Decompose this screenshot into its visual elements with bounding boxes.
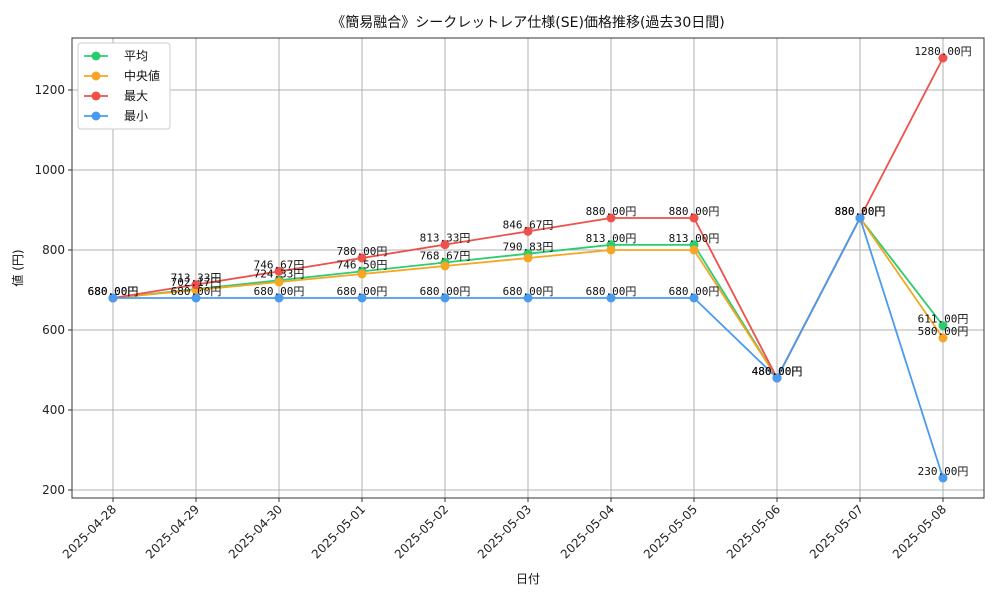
data-label-平均: 724.33円	[254, 267, 305, 280]
data-label-平均: 746.50円	[337, 258, 388, 271]
legend-marker	[91, 91, 101, 101]
data-label-平均: 813.00円	[669, 232, 720, 245]
legend-box	[77, 42, 171, 130]
data-point-最大	[606, 213, 616, 223]
data-point-最小	[689, 293, 699, 303]
y-axis-title: 値 (円)	[10, 249, 25, 286]
data-label-最小: 680.00円	[171, 285, 222, 298]
y-axis-ticks: 200 400 600 800 1000 1200	[34, 83, 72, 497]
data-point-平均	[938, 321, 948, 331]
data-point-中央値	[440, 261, 450, 271]
data-label-最大: 1280.00円	[914, 45, 971, 58]
legend-label: 中央値	[124, 68, 160, 83]
data-label-最大: 746.67円	[254, 258, 305, 271]
data-labels: 680.00円702.17円724.33円746.50円768.67円790.8…	[88, 45, 972, 478]
data-label-最小: 480.00円	[752, 365, 803, 378]
data-label-最小: 680.00円	[586, 285, 637, 298]
data-label-最小: 230.00円	[918, 465, 969, 478]
data-point-最小	[191, 293, 201, 303]
data-point-中央値	[606, 245, 616, 255]
data-label-最大: 880.00円	[835, 205, 886, 218]
data-point-中央値	[689, 245, 699, 255]
data-point-最小	[440, 293, 450, 303]
data-label-平均: 880.00円	[835, 205, 886, 218]
data-point-最大	[523, 226, 533, 236]
data-label-平均: 680.00円	[88, 285, 139, 298]
data-label-最小: 680.00円	[337, 285, 388, 298]
legend-marker	[91, 111, 101, 121]
data-label-最小: 680.00円	[503, 285, 554, 298]
legend-label: 平均	[124, 49, 148, 63]
data-label-最大: 680.00円	[88, 285, 139, 298]
y-tick-label: 400	[42, 403, 65, 417]
legend-marker	[91, 51, 101, 61]
data-point-最大	[938, 53, 948, 63]
data-point-最大	[357, 253, 367, 263]
chart-title: 《簡易融合》シークレットレア仕様(SE)価格推移(過去30日間)	[331, 15, 724, 31]
legend-label: 最小	[124, 109, 148, 123]
data-point-最小	[772, 373, 782, 383]
data-label-最小: 880.00円	[835, 205, 886, 218]
y-tick-label: 800	[42, 243, 65, 257]
legend-label: 最大	[124, 89, 148, 103]
data-label-中央値: 580.00円	[918, 325, 969, 338]
y-tick-label: 1200	[34, 83, 65, 97]
x-axis-title: 日付	[516, 572, 540, 586]
data-label-最小: 680.00円	[88, 285, 139, 298]
data-label-最大: 713.33円	[171, 272, 222, 285]
data-point-中央値	[523, 253, 533, 263]
y-tick-label: 200	[42, 483, 65, 497]
data-point-中央値	[938, 333, 948, 343]
data-label-平均: 702.17円	[171, 276, 222, 289]
series-lines	[108, 53, 948, 483]
data-label-最大: 880.00円	[586, 205, 637, 218]
data-point-最小	[938, 473, 948, 483]
data-label-平均: 480.00円	[752, 365, 803, 378]
data-label-最大: 780.00円	[337, 245, 388, 258]
data-label-最大: 880.00円	[669, 205, 720, 218]
data-point-最小	[523, 293, 533, 303]
data-point-最小	[274, 293, 284, 303]
data-label-最大: 813.33円	[420, 232, 471, 245]
data-point-最大	[689, 213, 699, 223]
data-label-最小: 680.00円	[669, 285, 720, 298]
data-point-最小	[606, 293, 616, 303]
data-label-平均: 813.00円	[586, 232, 637, 245]
y-tick-label: 1000	[34, 163, 65, 177]
data-label-平均: 611.00円	[918, 313, 969, 326]
legend-marker	[91, 71, 101, 81]
data-point-最大	[274, 266, 284, 276]
data-label-最小: 680.00円	[254, 285, 305, 298]
data-label-最小: 680.00円	[420, 285, 471, 298]
data-label-平均: 790.83円	[503, 241, 554, 254]
y-tick-label: 600	[42, 323, 65, 337]
data-point-最小	[108, 293, 118, 303]
data-label-最大: 846.67円	[503, 218, 554, 231]
data-point-中央値	[274, 277, 284, 287]
data-point-最大	[191, 280, 201, 290]
data-point-最大	[440, 240, 450, 250]
data-point-中央値	[357, 269, 367, 279]
data-label-平均: 768.67円	[420, 250, 471, 263]
data-label-最大: 480.00円	[752, 365, 803, 378]
data-point-最小	[855, 213, 865, 223]
data-point-最小	[357, 293, 367, 303]
